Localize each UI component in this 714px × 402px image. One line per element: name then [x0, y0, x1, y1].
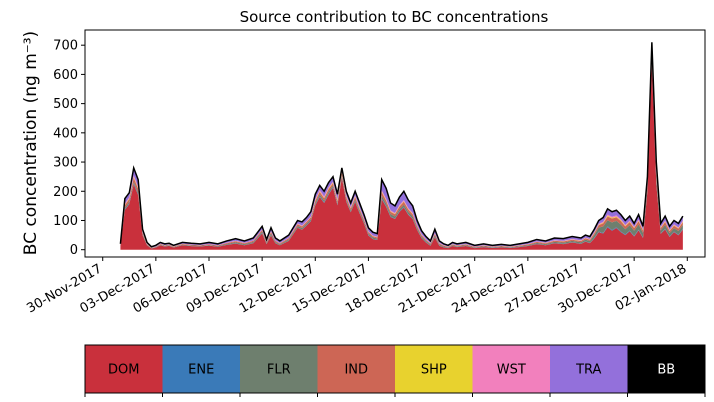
legend-swatch-shp: [395, 345, 473, 393]
legend-label-flr: FLR: [267, 363, 291, 378]
y-tick-label: 100: [53, 214, 78, 229]
area-dom: [120, 63, 683, 250]
total-line-group: [119, 42, 684, 248]
legend-label-bb: BB: [657, 363, 675, 378]
legend-label-ind: IND: [344, 363, 368, 378]
legend-label-wst: WST: [497, 363, 526, 378]
area-flr: [120, 56, 683, 249]
legend-label-tra: TRA: [575, 363, 601, 378]
legend-swatch-wst: [472, 345, 550, 393]
y-tick-label: 300: [53, 156, 78, 171]
y-tick-label: 400: [53, 126, 78, 141]
y-tick-label: 200: [53, 185, 78, 200]
legend-swatch-dom: [85, 345, 163, 393]
x-axis: 30-Nov-201703-Dec-201706-Dec-201709-Dec-…: [24, 257, 689, 317]
y-tick-label: 600: [53, 68, 78, 83]
legend-label-shp: SHP: [421, 363, 447, 378]
y-tick-label: 500: [53, 97, 78, 112]
legend-swatch-ene: [162, 345, 240, 393]
plot-frame: [84, 29, 706, 258]
legend-swatch-ind: [317, 345, 395, 393]
y-tick-label: 0: [70, 243, 78, 258]
stacked-areas: [120, 42, 683, 250]
y-axis-label: BC concentration (ng m⁻³): [21, 31, 41, 255]
legend-swatch-tra: [550, 345, 628, 393]
legend-swatch-bb: [627, 345, 705, 393]
y-axis: 0 100 200 300 400 500 600 700: [53, 39, 85, 258]
chart-title: Source contribution to BC concentrations: [240, 8, 549, 26]
legend-label-dom: DOM: [108, 363, 139, 378]
legend-swatch-flr: [240, 345, 318, 393]
total-line: [119, 42, 684, 248]
y-tick-label: 700: [53, 39, 78, 54]
legend-colorbar: DOM ENE FLR IND SHP WST TRA BB: [84, 344, 706, 397]
legend-label-ene: ENE: [188, 363, 214, 378]
